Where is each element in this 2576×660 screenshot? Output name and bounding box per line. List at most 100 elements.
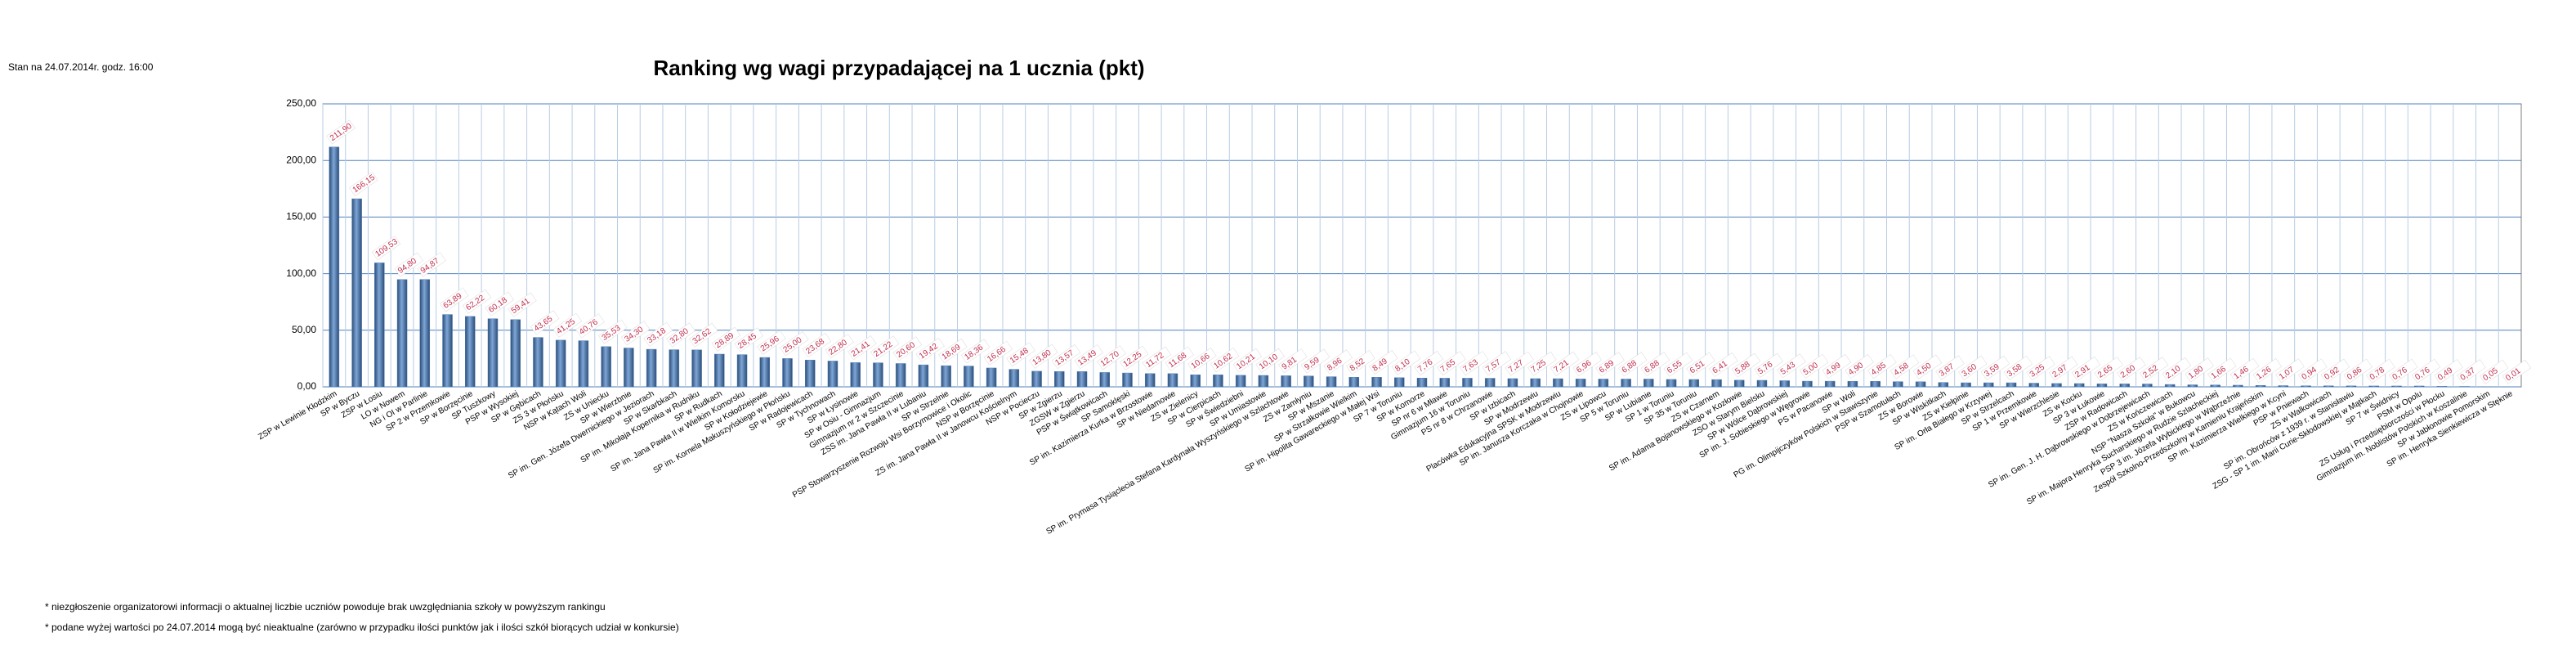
bar xyxy=(827,361,839,388)
bar xyxy=(1893,381,1903,388)
note: * podane wyżej wartości po 24.07.2014 mo… xyxy=(45,622,679,633)
value-label-box xyxy=(1686,352,1715,377)
bar xyxy=(804,359,816,388)
bar xyxy=(2391,385,2402,388)
bar xyxy=(2096,384,2108,388)
value-label-box xyxy=(643,321,673,347)
value-label-box xyxy=(2048,356,2078,381)
bar xyxy=(2142,384,2153,388)
value-label-box xyxy=(620,321,651,346)
value-label-box xyxy=(1595,352,1625,377)
bar xyxy=(1439,378,1450,388)
bar xyxy=(1847,380,1858,388)
value-label-box xyxy=(508,292,537,317)
value-label-box xyxy=(1414,351,1443,376)
bar xyxy=(2436,386,2448,388)
value-label-box xyxy=(1935,355,1965,380)
bar xyxy=(2255,385,2266,388)
bar xyxy=(1575,379,1586,388)
bar xyxy=(442,314,453,388)
value-label-box xyxy=(2139,357,2169,382)
bar xyxy=(1870,381,1881,388)
value-label-box xyxy=(711,326,741,352)
value-label-box xyxy=(1958,355,1988,380)
bar xyxy=(1688,379,1700,388)
bar xyxy=(601,346,611,388)
value-label-box xyxy=(2094,357,2123,382)
bar xyxy=(1756,379,1768,388)
bar xyxy=(396,279,408,388)
y-tick-label: 200,00 xyxy=(286,154,316,165)
value-label-box xyxy=(1731,352,1761,378)
bar xyxy=(374,263,385,388)
bar xyxy=(2119,384,2130,388)
stamp: Stan na 24.07.2014r. godz. 16:00 xyxy=(8,61,154,73)
value-label-box xyxy=(485,291,514,317)
value-label-box xyxy=(734,327,763,352)
bar xyxy=(1099,372,1111,388)
bar xyxy=(1167,373,1178,388)
bar xyxy=(1530,378,1541,388)
bar xyxy=(1507,378,1518,388)
bar xyxy=(2301,385,2311,388)
value-label-box xyxy=(1799,353,1829,379)
value-label-box xyxy=(2502,359,2532,384)
value-label-box xyxy=(802,333,832,358)
y-tick-label: 150,00 xyxy=(286,211,316,222)
value-label-box xyxy=(1482,351,1512,376)
value-label-box xyxy=(552,312,583,338)
bar xyxy=(1281,375,1291,388)
bar xyxy=(964,366,974,388)
bar xyxy=(1076,371,1088,388)
value-label-box xyxy=(689,322,718,348)
value-label-box xyxy=(2185,357,2214,383)
bar xyxy=(2164,384,2176,388)
y-tick-label: 250,00 xyxy=(286,97,316,109)
value-label-box xyxy=(2411,358,2441,384)
bar xyxy=(873,362,883,388)
bar xyxy=(1462,378,1473,388)
value-label-box xyxy=(1369,350,1398,375)
value-label-box xyxy=(462,289,492,314)
value-label-box xyxy=(2320,358,2350,384)
bar xyxy=(895,363,906,388)
value-label-box xyxy=(1437,351,1466,376)
value-label-box xyxy=(2388,358,2418,384)
bar xyxy=(351,198,362,388)
bar xyxy=(2210,384,2220,388)
value-label-box xyxy=(1119,345,1149,370)
value-label-box xyxy=(2479,359,2509,384)
value-label-box xyxy=(2457,359,2486,384)
bar xyxy=(714,353,725,388)
value-label-box xyxy=(779,331,809,357)
bar xyxy=(1915,381,1926,388)
bar xyxy=(2413,385,2425,388)
value-label-box xyxy=(1845,353,1874,379)
bar xyxy=(2051,383,2062,388)
value-label-box xyxy=(757,330,786,355)
value-label-box xyxy=(1300,348,1330,374)
value-label-box xyxy=(1210,348,1240,373)
value-label-box xyxy=(1165,346,1194,371)
note: * niezgłoszenie organizatorowi informacj… xyxy=(45,601,606,613)
value-label-box xyxy=(1006,342,1035,367)
bar xyxy=(1054,370,1065,388)
value-label-box xyxy=(1346,349,1375,375)
bar xyxy=(487,318,499,388)
value-label-box xyxy=(960,339,991,364)
bar xyxy=(465,316,476,388)
value-label-box xyxy=(2434,359,2463,384)
bar xyxy=(1961,382,1971,388)
value-label-box xyxy=(1527,351,1557,376)
bar xyxy=(1031,370,1042,388)
value-label-box xyxy=(1777,353,1806,379)
bar xyxy=(2187,384,2198,388)
bar xyxy=(1644,379,1654,388)
bar xyxy=(2368,385,2379,388)
bar xyxy=(1666,379,1677,388)
bar xyxy=(1733,379,1745,388)
bar xyxy=(2278,385,2289,388)
value-label-box xyxy=(349,171,378,196)
bar xyxy=(736,354,748,388)
